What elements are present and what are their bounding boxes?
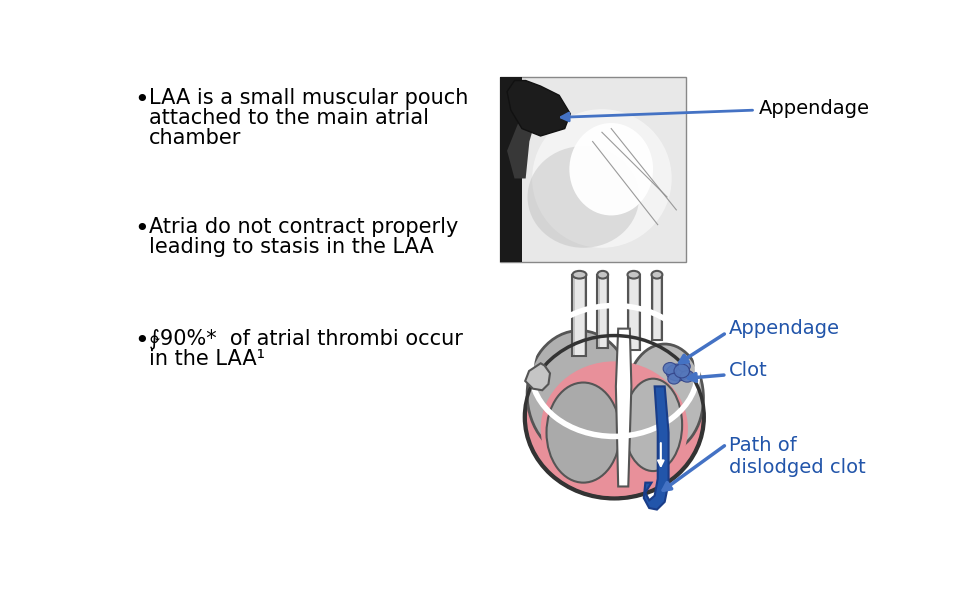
- Bar: [654, 276, 660, 339]
- Bar: [573, 274, 586, 356]
- Ellipse shape: [626, 344, 704, 452]
- Text: Path of
dislodged clot: Path of dislodged clot: [729, 436, 866, 478]
- Bar: [597, 274, 608, 348]
- Text: leading to stasis in the LAA: leading to stasis in the LAA: [150, 237, 434, 257]
- Ellipse shape: [573, 271, 586, 279]
- Ellipse shape: [570, 123, 653, 216]
- Bar: [500, 77, 522, 262]
- Polygon shape: [507, 81, 571, 136]
- Text: Appendage: Appendage: [760, 99, 870, 118]
- Ellipse shape: [680, 370, 694, 382]
- Ellipse shape: [674, 364, 690, 378]
- Bar: [630, 276, 638, 349]
- Text: LAA is a small muscular pouch: LAA is a small muscular pouch: [150, 88, 469, 108]
- Bar: [651, 274, 663, 340]
- Polygon shape: [616, 329, 631, 487]
- Ellipse shape: [667, 373, 680, 384]
- Bar: [627, 274, 640, 350]
- Ellipse shape: [624, 379, 682, 471]
- Polygon shape: [643, 386, 668, 509]
- Bar: [574, 276, 584, 355]
- Text: in the LAA¹: in the LAA¹: [150, 349, 266, 369]
- Bar: [500, 77, 686, 262]
- Bar: [599, 276, 606, 347]
- Ellipse shape: [541, 362, 688, 496]
- Text: ∲90%*  of atrial thrombi occur: ∲90%* of atrial thrombi occur: [150, 329, 463, 349]
- Ellipse shape: [547, 382, 620, 482]
- Ellipse shape: [527, 146, 639, 248]
- Text: •: •: [134, 88, 149, 112]
- Text: chamber: chamber: [150, 128, 242, 148]
- Polygon shape: [526, 363, 550, 391]
- Ellipse shape: [597, 271, 608, 279]
- Ellipse shape: [533, 309, 695, 432]
- Ellipse shape: [532, 109, 671, 248]
- Text: •: •: [134, 329, 149, 353]
- Text: •: •: [134, 217, 149, 241]
- Ellipse shape: [526, 336, 704, 498]
- Ellipse shape: [627, 271, 640, 279]
- Ellipse shape: [664, 362, 677, 375]
- Text: Atria do not contract properly: Atria do not contract properly: [150, 217, 458, 237]
- Polygon shape: [507, 123, 533, 178]
- Ellipse shape: [667, 364, 690, 381]
- Ellipse shape: [678, 361, 690, 372]
- Text: Appendage: Appendage: [729, 319, 840, 338]
- Ellipse shape: [651, 271, 663, 279]
- Text: Clot: Clot: [729, 362, 768, 380]
- Ellipse shape: [527, 330, 632, 458]
- Text: attached to the main atrial: attached to the main atrial: [150, 108, 430, 128]
